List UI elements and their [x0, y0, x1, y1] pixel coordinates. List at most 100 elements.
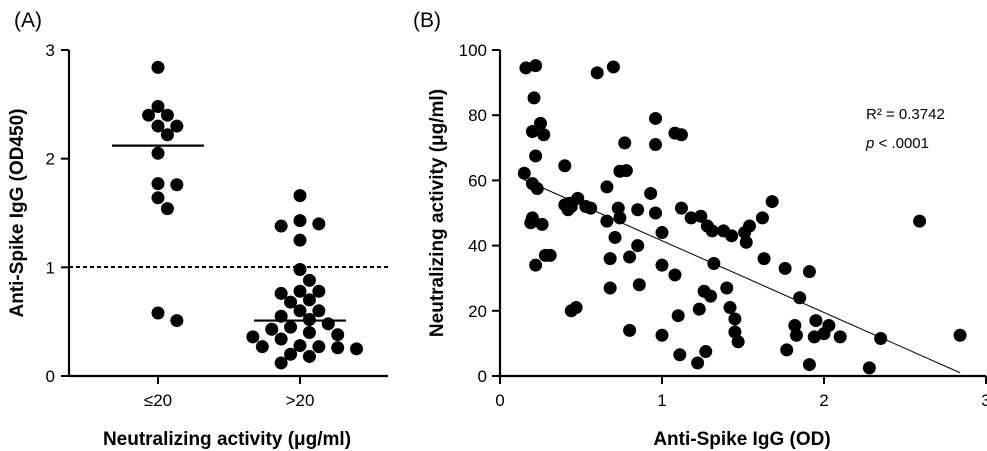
p-value: < .0001	[874, 135, 929, 152]
panel-b-point	[913, 214, 927, 228]
panel-a-point	[284, 320, 298, 334]
panel-a-point	[160, 108, 174, 122]
panel-b-point	[757, 252, 771, 266]
panel-b-point	[649, 206, 663, 220]
panel-a-point	[312, 284, 326, 298]
panel-a-point	[151, 100, 165, 114]
panel-a-point	[293, 214, 307, 228]
panel-a-x-tick-label: >20	[286, 391, 315, 410]
panel-b-point	[600, 180, 614, 194]
panel-b-point	[623, 323, 637, 337]
panel-b-point	[655, 226, 669, 240]
panel-b-y-tick-label: 20	[468, 302, 487, 321]
p-symbol: p	[865, 135, 874, 152]
panel-b-point	[802, 358, 816, 372]
panel-a-point	[151, 60, 165, 74]
panel-b-point	[953, 328, 967, 342]
panel-a-point	[293, 233, 307, 247]
panel-a-point	[151, 177, 165, 191]
panel-b-y-tick-label: 60	[468, 171, 487, 190]
panel-b-point	[524, 216, 538, 230]
panel-a-medians	[112, 144, 346, 322]
panel-b-point	[862, 361, 876, 375]
panel-b-point	[603, 252, 617, 266]
panel-a-y-tick-label: 3	[46, 41, 55, 60]
panel-b-point	[525, 125, 539, 138]
panel-a-point	[246, 330, 260, 344]
panel-a-point	[293, 284, 307, 298]
panel-b-point	[802, 265, 816, 279]
panel-a-y-tick-label: 2	[46, 150, 55, 169]
panel-a-point	[274, 332, 288, 346]
panel-b-point	[704, 289, 718, 303]
panel-b-point	[833, 330, 847, 344]
panel-b-point	[618, 136, 632, 150]
panel-a-point	[151, 306, 165, 320]
panel-b-point	[707, 257, 721, 271]
panel-a-point	[293, 189, 307, 203]
panel-b-point	[603, 281, 617, 295]
panel-a: (A) 0 1 2 3 ≤20 >20 Neutralizing activity (μ…	[7, 9, 388, 450]
panel-b-point	[705, 224, 719, 238]
panel-b-point	[788, 318, 802, 332]
panel-b-point	[793, 291, 807, 305]
panel-b-label: (B)	[413, 9, 441, 32]
panel-b-point	[731, 335, 745, 349]
panel-b-point	[558, 159, 572, 173]
panel-a-y-tick-label: 0	[46, 367, 55, 386]
panel-b-point	[674, 128, 688, 142]
panel-a-point	[274, 286, 288, 300]
panel-a-point	[142, 108, 156, 122]
panel-a-point	[321, 317, 335, 331]
panel-b-point	[694, 209, 708, 223]
panel-b-point	[755, 211, 769, 225]
panel-b-point	[674, 201, 688, 215]
panel-b-point	[655, 258, 669, 272]
panel-a-y-ticks: 0 1 2 3	[46, 41, 69, 386]
panel-b-trendline	[524, 179, 961, 374]
panel-a-point	[274, 356, 288, 370]
panel-b-point	[600, 214, 614, 228]
panel-b-point	[649, 138, 663, 152]
panel-b-point	[561, 203, 575, 217]
panel-a-point	[293, 263, 307, 277]
panel-b-point	[535, 217, 549, 231]
panel-b-x-tick-label: 3	[981, 391, 987, 410]
panel-a-point	[274, 219, 288, 233]
panel-b-y-axis-title: Neutralizing activity (μg/ml)	[427, 89, 448, 337]
panel-b-point	[765, 195, 779, 209]
panel-b-point	[673, 348, 687, 362]
panel-b-point	[527, 91, 541, 105]
panel-a-point	[255, 340, 269, 354]
panel-a-point	[302, 349, 316, 363]
panel-b-point	[723, 301, 737, 315]
panel-a-point	[312, 340, 326, 354]
panel-b-point	[529, 59, 543, 73]
panel-b-point	[608, 230, 622, 244]
panel-b-point	[699, 345, 713, 359]
panel-a-point	[312, 304, 326, 318]
panel-a-point	[312, 217, 326, 231]
panel-b-point	[569, 301, 583, 315]
panel-b-y-tick-label: 0	[478, 367, 487, 386]
panel-a-y-tick-label: 1	[46, 258, 55, 277]
panel-a-x-tick-label: ≤20	[144, 391, 172, 410]
panel-b-point	[691, 356, 705, 370]
panel-a-point	[293, 339, 307, 353]
panel-b-point	[671, 309, 685, 323]
panel-b-point	[725, 229, 739, 243]
panel-b-point	[728, 325, 742, 339]
panel-b-point	[789, 328, 803, 342]
panel-a-point	[284, 347, 298, 361]
panel-b-point	[668, 268, 682, 282]
panel-b-y-tick-label: 40	[468, 237, 487, 256]
panel-a-point	[170, 178, 184, 192]
panel-a-point	[151, 146, 165, 160]
panel-b-point	[529, 258, 543, 272]
panel-a-point	[160, 202, 174, 216]
panel-a-x-ticks: ≤20 >20	[144, 376, 315, 410]
panel-b-point	[692, 302, 706, 316]
panel-b-point	[590, 66, 604, 80]
panel-a-y-axis-title: Anti-Spike IgG (OD450)	[7, 108, 28, 317]
panel-b-point	[809, 314, 823, 328]
